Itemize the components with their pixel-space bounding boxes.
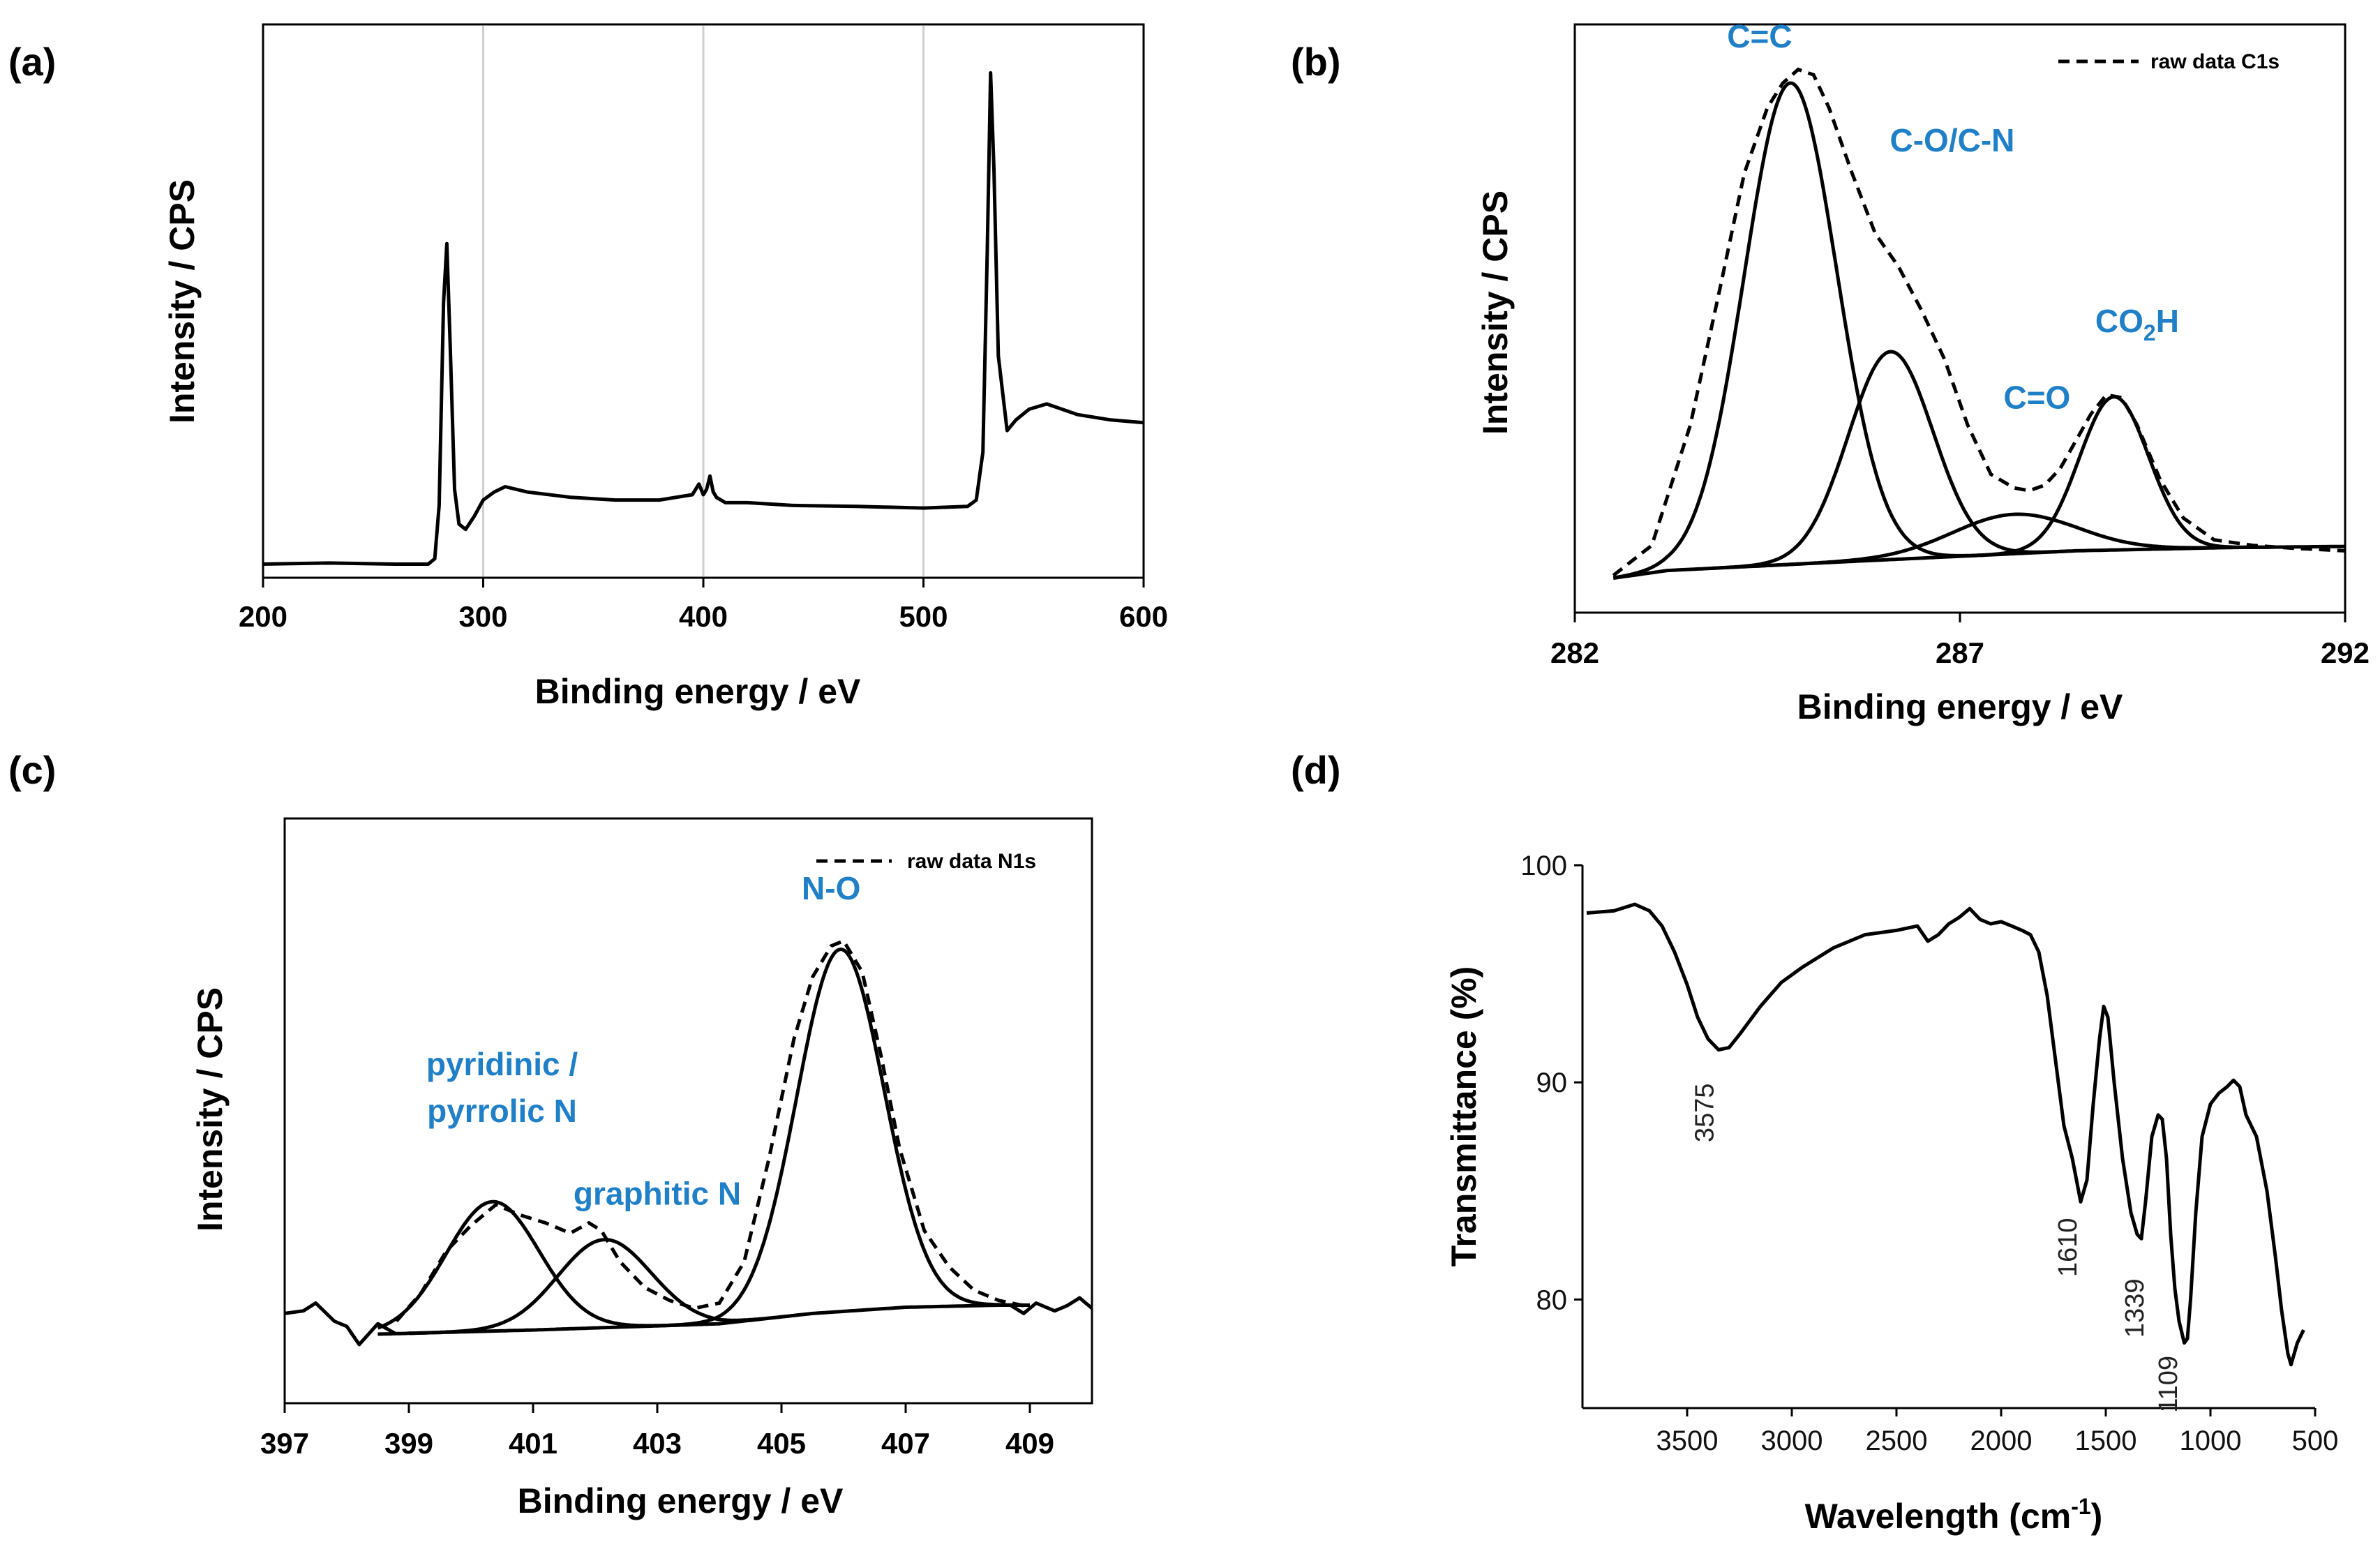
panel-label-b: (b) [1291,40,1341,84]
annotation-b-3: CO2H [2095,303,2179,345]
x-tick-label-d-4: 1500 [2075,1426,2137,1456]
y-tick-label-d-2: 100 [1520,851,1567,881]
annotation-b-3-sub: 2 [2143,320,2156,345]
component-c-1 [408,1238,801,1336]
annotation-b-0: C=C [1727,18,1792,54]
x-axis-title-d-suffix: ) [2091,1497,2103,1536]
panel-b: (b) 282 287 292 raw data C1s C=C C-O/C-N C=O… [1291,18,2370,726]
annotation-c-1: pyrrolic N [427,1093,577,1129]
annotation-d-2: 1339 [2120,1279,2150,1338]
series-a [262,70,1144,566]
plot-frame-c [283,817,1093,1405]
x-axis-title-d: Wavelength (cm-1) [1805,1494,2103,1536]
annotation-c-2: graphitic N [574,1176,741,1212]
x-tick-label-a-3: 500 [899,600,948,633]
panel-label-c: (c) [8,748,56,792]
series-line-survey [262,70,1144,566]
annotation-b-3-suffix: H [2156,303,2179,339]
baseline-c [377,1303,1030,1336]
component-b-1 [1712,350,2069,570]
x-tick-label-a-1: 300 [458,600,507,633]
annotation-c-3: N-O [802,870,860,906]
x-ticks-a: 200 300 400 500 600 [239,578,1168,633]
x-axis-title-a: Binding energy / eV [535,672,861,711]
series-b [1612,67,2346,581]
x-tick-label-c-2: 401 [509,1427,557,1460]
panel-a: (a) 200 300 400 500 600 Binding energy / eV … [8,23,1168,711]
raw-data-c [395,938,1024,1323]
series-line-ftir [1586,902,2305,1367]
y-tick-label-d-1: 90 [1536,1068,1568,1098]
y-tick-label-d-0: 80 [1536,1285,1568,1315]
annotations-b: C=C C-O/C-N C=O CO2H [1727,18,2179,415]
y-axis-title-d: Transmittance (%) [1444,966,1483,1267]
x-tick-label-d-2: 2500 [1866,1426,1928,1456]
y-axis-title-a: Intensity / CPS [163,179,202,424]
x-axis-title-d-sup: -1 [2071,1494,2090,1519]
x-tick-label-c-3: 403 [633,1427,682,1460]
component-b-3 [1968,395,2260,558]
ticks-d: 3500 3000 2500 2000 1500 1000 500 80 90 100 [1520,851,2338,1456]
x-tick-label-c-0: 397 [260,1427,309,1460]
gridlines-a [482,26,925,576]
annotations-c: pyridinic / pyrrolic N graphitic N N-O [426,870,860,1212]
x-tick-label-b-2: 292 [2321,636,2370,669]
annotation-d-3: 1109 [2154,1356,2183,1413]
series-d [1586,902,2305,1367]
y-axis-title-b: Intensity / CPS [1476,190,1515,435]
baseline-b [1612,544,2346,581]
component-c-2 [657,948,1024,1328]
x-tick-label-c-1: 399 [384,1427,433,1460]
x-tick-label-c-6: 409 [1005,1427,1054,1460]
component-c-0 [377,1199,689,1330]
x-tick-label-a-0: 200 [239,600,287,633]
legend-label-raw-c1s: raw data C1s [2150,50,2280,73]
x-axis-title-d-main: Wavelength (cm [1805,1497,2072,1536]
x-tick-label-d-6: 500 [2292,1426,2339,1456]
panel-label-d: (d) [1291,748,1341,792]
annotation-d-0: 3575 [1691,1084,1720,1143]
x-ticks-b: 282 287 292 [1550,613,2370,669]
component-b-2 [1755,512,2273,568]
y-axis-title-c: Intensity / CPS [190,987,230,1232]
annotation-b-2: C=O [2003,380,2070,416]
x-tick-label-c-5: 407 [881,1427,930,1460]
residual-right-c [1010,1296,1093,1315]
x-tick-label-c-4: 405 [757,1427,806,1460]
panel-d: (d) 3500 3000 2500 2000 1500 1000 500 80 90 100 3… [1291,748,2338,1536]
x-tick-label-d-3: 2000 [1970,1426,2033,1456]
panel-label-a: (a) [8,40,56,84]
panel-c: (c) 397 399 401 403 405 407 409 raw data N1s p… [8,748,1093,1520]
residual-left-c [284,1301,398,1347]
legend-b: raw data C1s [2058,50,2280,73]
x-tick-label-b-1: 287 [1936,636,1984,669]
x-tick-label-a-2: 400 [679,600,728,633]
x-axis-title-c: Binding energy / eV [518,1481,844,1520]
series-c [284,938,1093,1347]
annotation-b-3-main: CO [2095,303,2143,339]
annotation-d-1: 1610 [2053,1218,2083,1277]
annotation-b-1: C-O/C-N [1890,122,2015,158]
x-ticks-c: 397 399 401 403 405 407 409 [260,1403,1054,1460]
x-tick-label-a-4: 600 [1119,600,1168,633]
legend-label-raw-n1s: raw data N1s [907,850,1036,873]
x-tick-label-d-1: 3000 [1761,1426,1823,1456]
annotation-c-0: pyridinic / [426,1046,578,1082]
x-axis-title-b: Binding energy / eV [1797,687,2123,726]
x-tick-label-d-0: 3500 [1656,1426,1719,1456]
component-b-0 [1612,81,1985,580]
x-tick-label-b-0: 282 [1550,636,1599,669]
legend-c: raw data N1s [816,850,1036,873]
raw-data-b [1612,67,2346,577]
x-tick-label-d-5: 1000 [2180,1426,2242,1456]
